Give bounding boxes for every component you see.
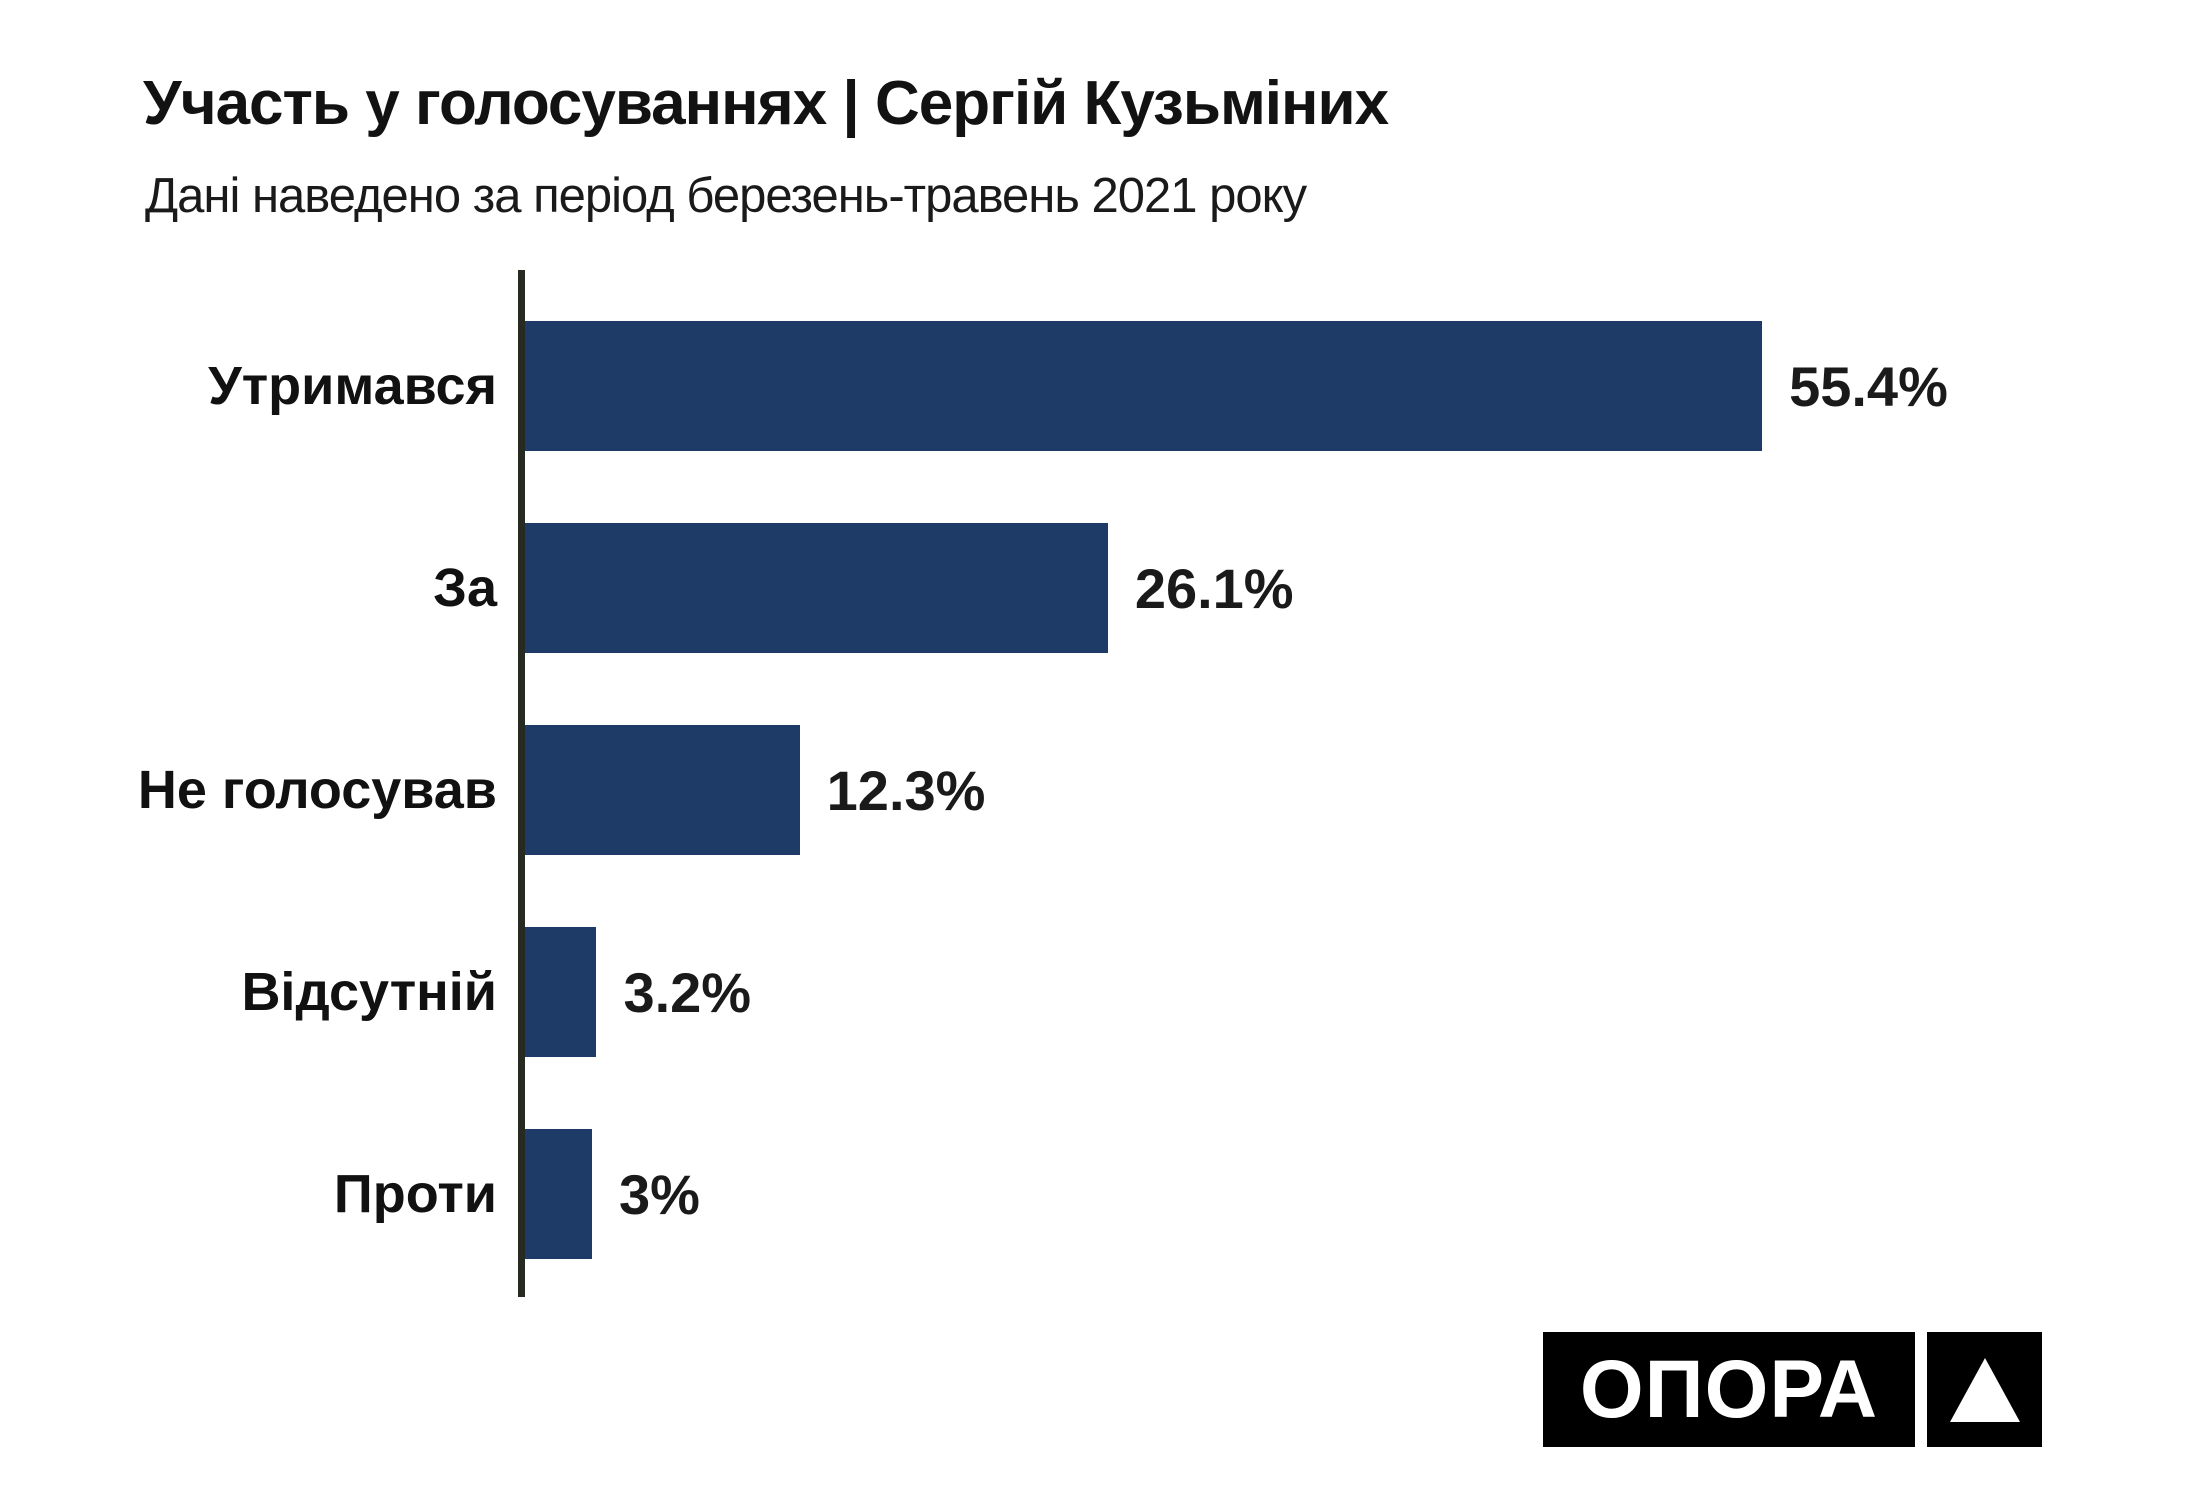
opora-logo-divider (1915, 1332, 1927, 1447)
category-label: За (433, 558, 497, 618)
y-axis-line (518, 270, 525, 1297)
bar (525, 725, 800, 855)
bar (525, 1129, 592, 1259)
bar (525, 523, 1108, 653)
chart-subtitle: Дані наведено за період березень-травень… (145, 169, 1307, 223)
opora-logo-box (1927, 1332, 2042, 1447)
category-label: Утримався (208, 356, 497, 416)
opora-logo: ОПОРА (1543, 1332, 2042, 1447)
bar-row: Проти 3% (0, 1129, 2200, 1259)
category-label: Відсутній (241, 962, 497, 1022)
bar-row: Відсутній 3.2% (0, 927, 2200, 1057)
bar (525, 321, 1763, 451)
chart-title: Участь у голосуваннях | Сергій Кузьміних (143, 69, 1389, 138)
value-label: 12.3% (826, 758, 986, 822)
triangle-up-icon (1949, 1357, 2020, 1422)
opora-logo-wordmark: ОПОРА (1543, 1332, 1915, 1447)
bar-row: За 26.1% (0, 523, 2200, 653)
bar-row: Не голосував 12.3% (0, 725, 2200, 855)
bar-row: Утримався 55.4% (0, 321, 2200, 451)
value-label: 3% (618, 1162, 700, 1226)
value-label: 3.2% (623, 960, 752, 1024)
value-label: 55.4% (1789, 354, 1948, 418)
bar (525, 927, 597, 1057)
category-label: Проти (333, 1164, 497, 1224)
category-label: Не голосував (137, 760, 497, 820)
value-label: 26.1% (1134, 556, 1294, 620)
